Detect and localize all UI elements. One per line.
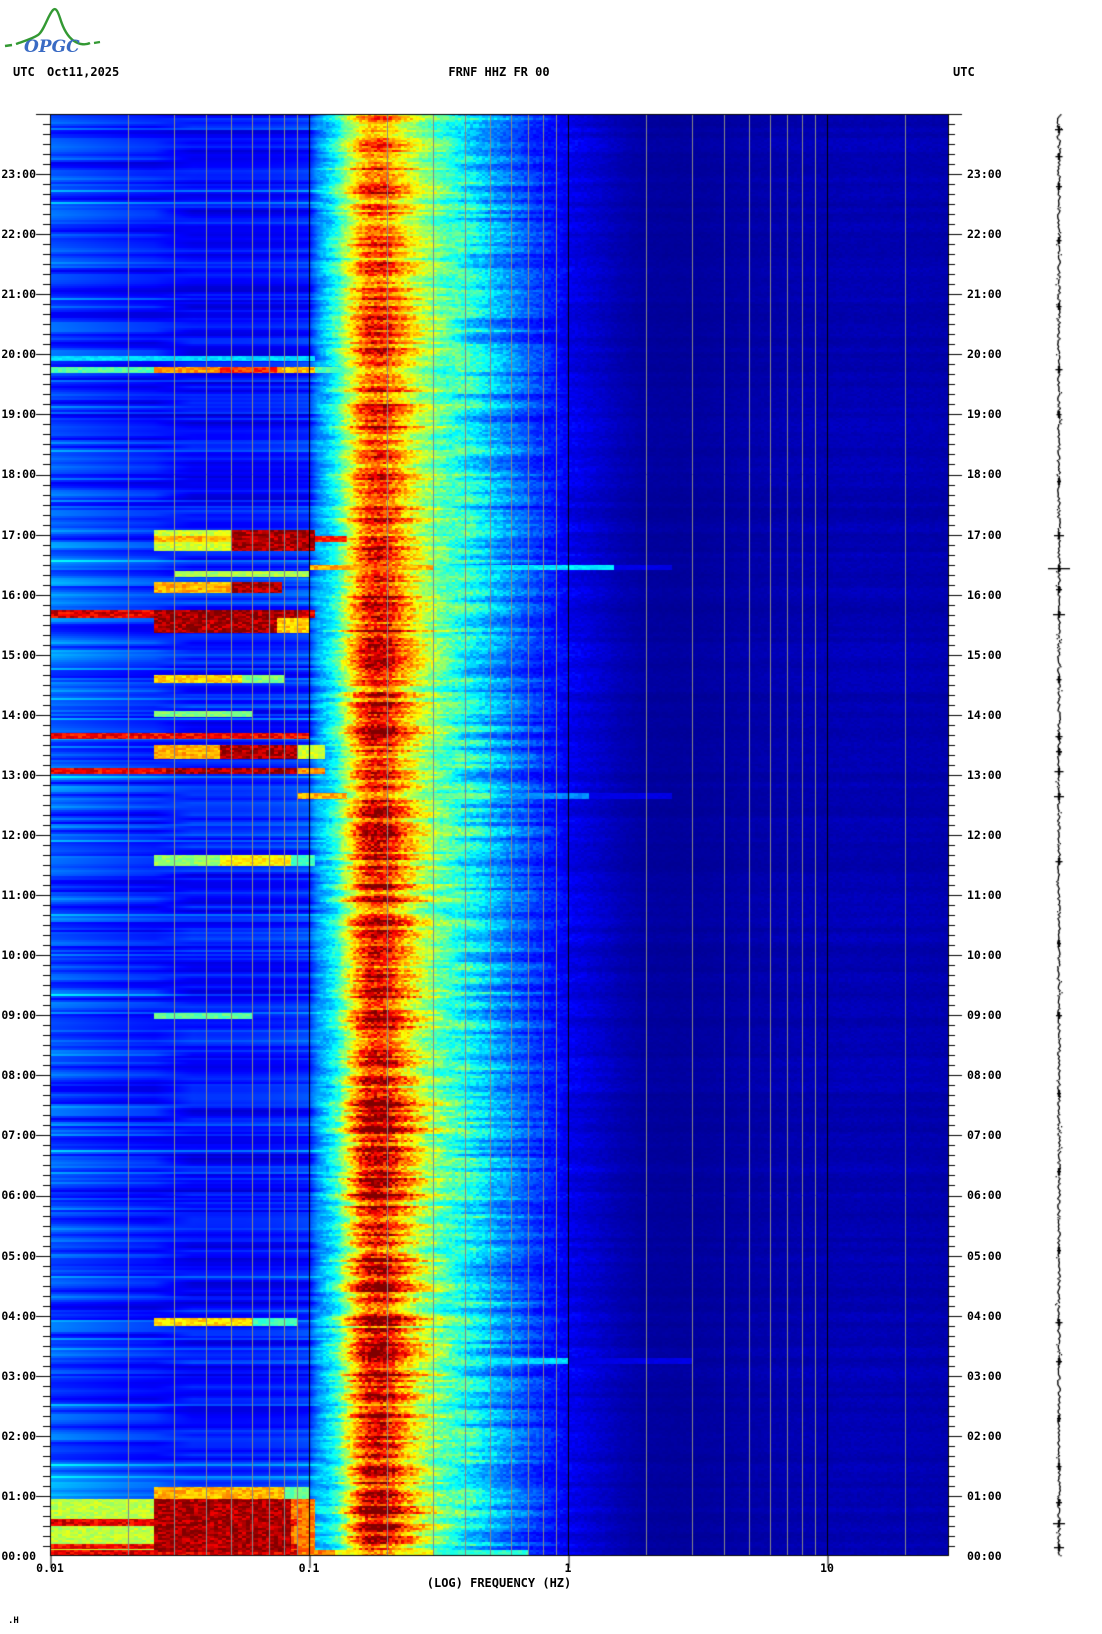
time-label-right: 02:00 bbox=[967, 1429, 1002, 1443]
time-label-left: 11:00 bbox=[1, 888, 36, 902]
time-label-right: 04:00 bbox=[967, 1309, 1002, 1323]
time-label-left: 08:00 bbox=[1, 1068, 36, 1082]
opgc-logo: OPGC bbox=[4, 7, 101, 57]
logo-mountain-curve bbox=[4, 7, 101, 48]
time-label-left: 17:00 bbox=[1, 528, 36, 542]
time-label-right: 05:00 bbox=[967, 1249, 1002, 1263]
time-label-right: 13:00 bbox=[967, 768, 1002, 782]
time-label-left: 07:00 bbox=[1, 1128, 36, 1142]
time-label-right: 01:00 bbox=[967, 1489, 1002, 1503]
time-label-right: 08:00 bbox=[967, 1068, 1002, 1082]
time-label-left: 16:00 bbox=[1, 588, 36, 602]
time-axis-right: 23:00 22:00 21:00 20:00 19:00 18:00 17:00 16:00… bbox=[967, 0, 1027, 1634]
time-label-right: 19:00 bbox=[967, 407, 1002, 421]
time-label-left: 13:00 bbox=[1, 768, 36, 782]
time-label-right: 12:00 bbox=[967, 828, 1002, 842]
freq-tick-label: 1 bbox=[564, 1561, 572, 1575]
time-label-left: 09:00 bbox=[1, 1008, 36, 1022]
time-label-right: 00:00 bbox=[967, 1549, 1002, 1563]
time-label-left: 10:00 bbox=[1, 948, 36, 962]
footer-mark: .H bbox=[8, 1616, 19, 1626]
time-label-left: 06:00 bbox=[1, 1188, 36, 1202]
time-label-left: 01:00 bbox=[1, 1489, 36, 1503]
time-label-right: 22:00 bbox=[967, 227, 1002, 241]
helicorder-trace-canvas bbox=[1039, 110, 1079, 1560]
time-label-right: 06:00 bbox=[967, 1188, 1002, 1202]
x-axis-title: (LOG) FREQUENCY (HZ) bbox=[426, 1576, 572, 1590]
time-label-right: 03:00 bbox=[967, 1369, 1002, 1383]
time-label-right: 09:00 bbox=[967, 1008, 1002, 1022]
time-label-left: 20:00 bbox=[1, 347, 36, 361]
time-label-left: 21:00 bbox=[1, 287, 36, 301]
time-axis-left: 23:00 22:00 21:00 20:00 19:00 18:00 17:00 16:00… bbox=[0, 0, 36, 1634]
time-label-left: 12:00 bbox=[1, 828, 36, 842]
time-label-right: 18:00 bbox=[967, 467, 1002, 481]
time-label-left: 05:00 bbox=[1, 1249, 36, 1263]
time-label-right: 14:00 bbox=[967, 708, 1002, 722]
logo-text: OPGC bbox=[24, 37, 80, 57]
time-label-left: 18:00 bbox=[1, 467, 36, 481]
time-label-left: 03:00 bbox=[1, 1369, 36, 1383]
time-label-right: 23:00 bbox=[967, 167, 1002, 181]
freq-tick-label: 10 bbox=[820, 1561, 834, 1575]
time-label-right: 16:00 bbox=[967, 588, 1002, 602]
time-label-right: 11:00 bbox=[967, 888, 1002, 902]
utc-label-right: UTC bbox=[953, 65, 975, 79]
time-label-right: 15:00 bbox=[967, 648, 1002, 662]
time-label-right: 21:00 bbox=[967, 287, 1002, 301]
time-label-left: 19:00 bbox=[1, 407, 36, 421]
station-title: FRNF HHZ FR 00 bbox=[448, 65, 550, 79]
time-label-right: 07:00 bbox=[967, 1128, 1002, 1142]
time-label-left: 14:00 bbox=[1, 708, 36, 722]
time-label-right: 17:00 bbox=[967, 528, 1002, 542]
time-label-right: 10:00 bbox=[967, 948, 1002, 962]
spectrogram-canvas bbox=[30, 106, 970, 1576]
freq-tick-label: 0.01 bbox=[36, 1561, 64, 1575]
time-label-left: 04:00 bbox=[1, 1309, 36, 1323]
freq-tick-label: 0.1 bbox=[298, 1561, 320, 1575]
time-label-left: 22:00 bbox=[1, 227, 36, 241]
date-label: Oct11,2025 bbox=[47, 65, 120, 79]
time-label-right: 20:00 bbox=[967, 347, 1002, 361]
utc-label-left: UTC bbox=[13, 65, 35, 79]
time-label-left: 00:00 bbox=[1, 1549, 36, 1563]
time-label-left: 02:00 bbox=[1, 1429, 36, 1443]
time-label-left: 15:00 bbox=[1, 648, 36, 662]
time-label-left: 23:00 bbox=[1, 167, 36, 181]
